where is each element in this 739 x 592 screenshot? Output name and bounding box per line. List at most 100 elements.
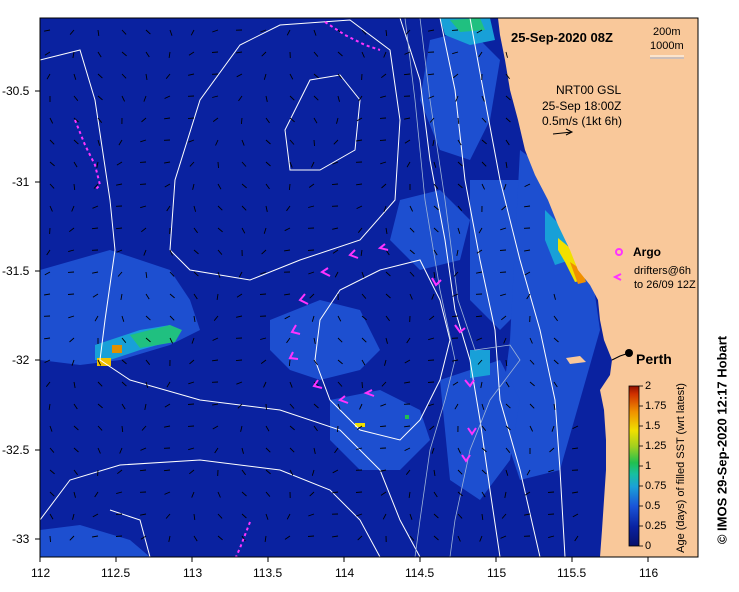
current-vector [503,183,507,190]
current-vector [529,425,534,432]
current-vector [361,51,365,58]
current-vector [380,491,387,496]
current-vector [115,227,123,230]
current-vector [68,249,75,253]
current-vector [165,513,171,519]
current-vector [189,469,195,475]
current-vector [308,183,315,188]
argo-symbol [615,248,623,256]
current-vector [385,293,391,299]
current-vector [164,425,171,428]
current-vector [457,117,460,124]
current-vector [191,337,195,344]
current-vector [356,139,363,142]
current-vector [337,403,341,410]
current-vector [359,403,363,410]
current-vector [452,51,459,55]
current-vector [289,381,293,388]
current-vector [116,161,123,166]
current-vector [409,227,415,233]
current-vector [457,139,462,146]
current-vector [356,425,363,430]
current-vector [428,337,435,341]
current-vector [427,381,435,383]
current-vector [217,161,219,169]
current-vector [44,337,51,340]
current-vector [409,535,415,541]
current-vector [481,161,487,167]
current-vector [574,535,579,542]
current-vector [337,73,342,80]
current-vector [476,271,483,274]
current-vector [263,381,267,388]
scale-arrow [552,131,573,135]
current-vector [71,205,75,212]
current-vector [92,535,99,538]
current-vector [193,227,198,234]
current-vector [404,425,411,428]
current-vector [380,95,387,99]
current-vector [265,513,269,520]
current-vector [97,381,103,387]
current-vector [457,161,463,167]
current-vector [289,425,295,431]
current-vector [44,51,51,56]
current-vector [97,425,103,431]
current-vector [409,293,413,300]
current-vector [553,403,556,410]
current-vector [529,403,535,409]
current-vector [452,381,459,386]
current-vector [524,183,531,188]
plot-frame [39,17,699,558]
current-vector [548,469,555,473]
cb-tick-1-75: 1.75 [645,400,667,412]
current-vector [72,51,75,58]
current-vector [121,315,125,322]
current-vector [91,227,99,230]
current-vector [505,161,508,168]
current-vector [404,381,411,384]
current-vector [481,403,485,410]
current-vector [97,51,102,58]
current-vector [456,249,459,256]
current-source: NRT00 GSL [556,83,622,97]
current-vector [404,117,411,120]
current-vector [240,425,243,432]
current-vector [265,161,271,167]
current-vector [307,249,315,251]
current-vector [49,447,55,453]
current-vector [356,205,363,210]
current-vector [505,447,511,453]
current-vector [428,29,435,32]
current-vector [141,117,147,123]
current-vector [311,469,315,476]
current-vector [361,29,367,35]
current-vector [406,337,411,344]
current-vector [457,183,463,189]
current-vector [69,535,75,541]
current-vector [337,51,343,57]
current-vector [93,183,99,189]
current-vector [457,513,463,519]
current-vector [265,183,270,190]
current-vector [505,139,510,146]
current-vector [72,513,75,520]
current-vector [265,117,270,124]
current-vector [428,95,435,99]
current-vector [189,161,195,167]
current-vector [433,227,439,233]
current-vector [49,513,54,520]
current-vector [97,29,100,36]
current-vector [284,249,291,252]
current-vector [286,29,291,36]
current-vector [265,95,268,102]
current-vector [505,469,509,476]
current-vector [140,205,147,209]
current-vector [289,117,295,123]
current-vector [261,51,267,57]
current-vector [500,227,507,231]
current-vector [236,315,243,318]
current-vector [263,73,267,80]
current-vector [73,403,78,410]
current-vector [217,227,223,233]
